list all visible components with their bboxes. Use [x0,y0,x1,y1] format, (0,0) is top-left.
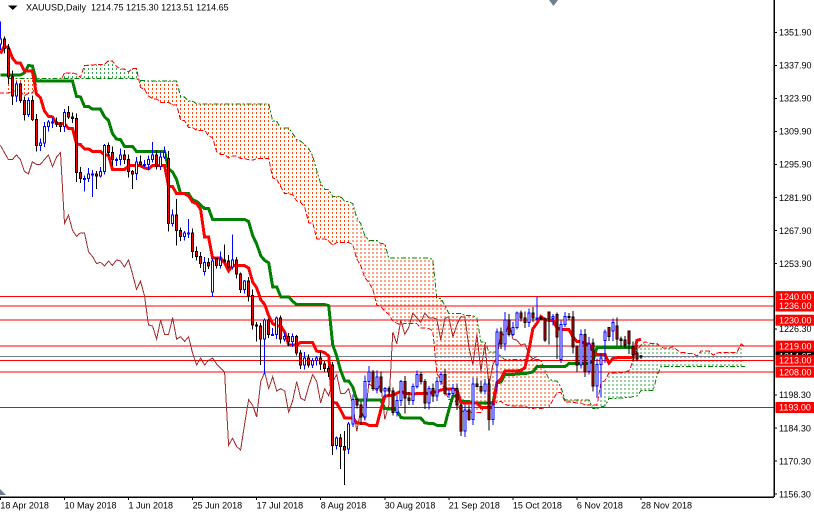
svg-text:1193.00: 1193.00 [779,403,811,413]
svg-text:1213.00: 1213.00 [779,356,812,366]
svg-text:8 Aug 2018: 8 Aug 2018 [321,501,367,511]
svg-text:1253.90: 1253.90 [779,259,812,269]
svg-text:1323.90: 1323.90 [779,94,812,104]
svg-text:10 May 2018: 10 May 2018 [65,501,117,511]
svg-text:21 Sep 2018: 21 Sep 2018 [449,501,500,511]
svg-text:17 Jul 2018: 17 Jul 2018 [257,501,304,511]
svg-text:1309.90: 1309.90 [779,127,812,137]
svg-text:28 Nov 2018: 28 Nov 2018 [641,501,692,511]
svg-text:1295.90: 1295.90 [779,160,812,170]
svg-text:1236.00: 1236.00 [779,301,812,311]
svg-text:1281.90: 1281.90 [779,193,812,203]
svg-text:1240.00: 1240.00 [779,292,812,302]
svg-text:1184.30: 1184.30 [779,423,811,433]
svg-text:6 Nov 2018: 6 Nov 2018 [577,501,623,511]
svg-text:1219.00: 1219.00 [779,341,812,351]
svg-text:1198.30: 1198.30 [779,390,811,400]
svg-text:1230.00: 1230.00 [779,315,812,325]
svg-text:30 Aug 2018: 30 Aug 2018 [385,501,436,511]
svg-text:1208.00: 1208.00 [779,367,812,377]
svg-text:1 Jun 2018: 1 Jun 2018 [129,501,174,511]
svg-text:1351.90: 1351.90 [779,28,812,38]
svg-text:1226.30: 1226.30 [779,324,812,334]
svg-text:1156.30: 1156.30 [779,489,811,499]
svg-text:1267.90: 1267.90 [779,226,812,236]
svg-text:1170.30: 1170.30 [779,456,811,466]
svg-text:XAUUSD,Daily 1214.75 1215.30: XAUUSD,Daily 1214.75 1215.30 1213.51 121… [26,3,229,13]
svg-text:25 Jun 2018: 25 Jun 2018 [193,501,243,511]
svg-text:18 Apr 2018: 18 Apr 2018 [0,501,49,511]
svg-text:1337.90: 1337.90 [779,61,812,71]
svg-text:15 Oct 2018: 15 Oct 2018 [513,501,562,511]
